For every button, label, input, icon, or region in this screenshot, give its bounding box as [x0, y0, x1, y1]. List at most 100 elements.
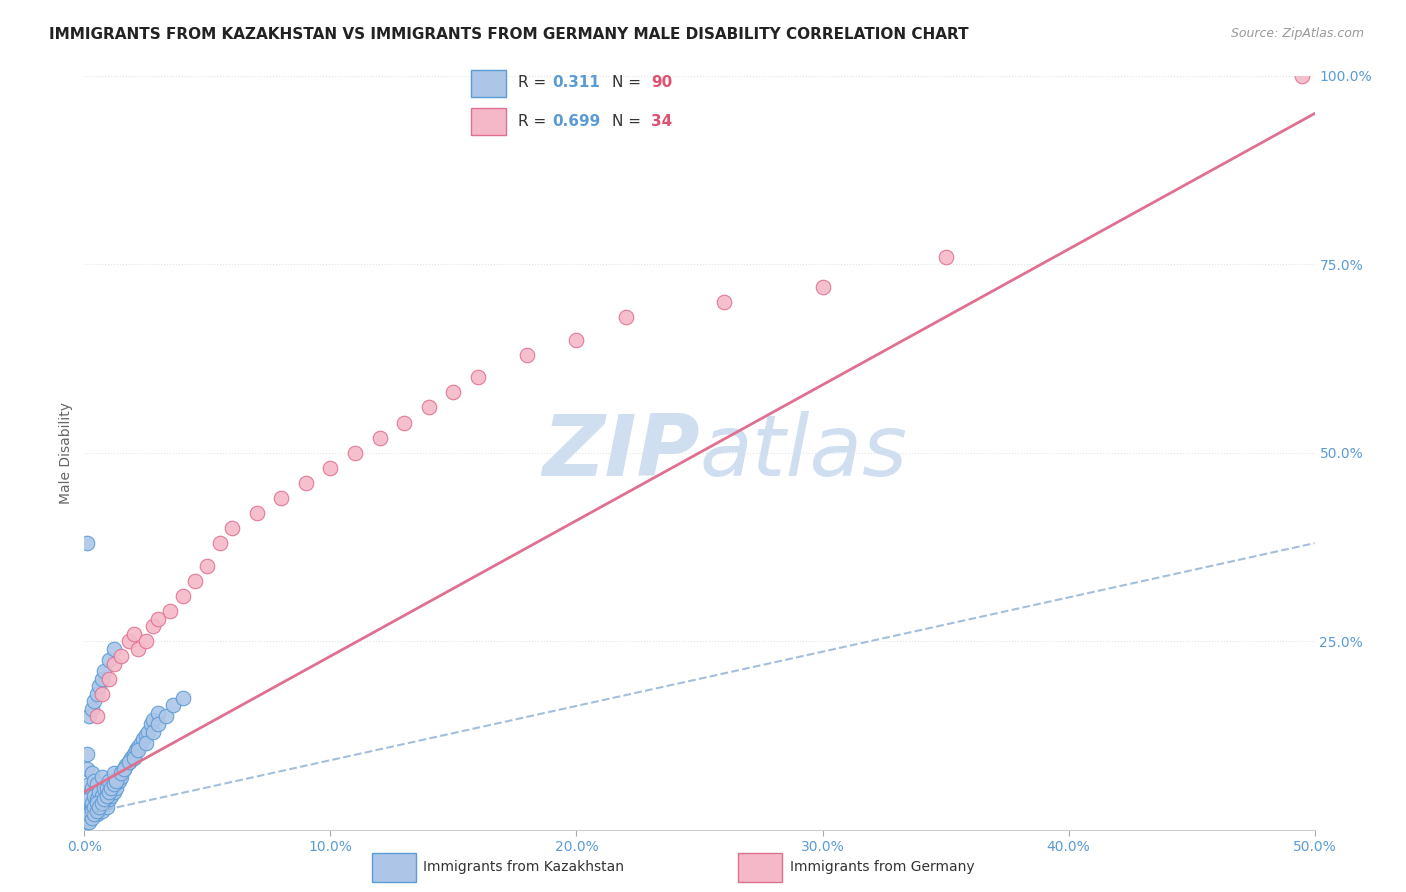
Point — [138, 724, 160, 739]
Point — [103, 657, 125, 671]
Point — [83, 694, 105, 708]
Point — [80, 781, 103, 796]
Point — [83, 800, 105, 814]
Text: IMMIGRANTS FROM KAZAKHSTAN VS IMMIGRANTS FROM GERMANY MALE DISABILITY CORRELATIO: IMMIGRANTS FROM KAZAKHSTAN VS IMMIGRANTS… — [49, 27, 969, 42]
Point — [368, 431, 391, 445]
Text: atlas: atlas — [700, 411, 907, 494]
Point — [86, 796, 108, 810]
FancyBboxPatch shape — [738, 854, 782, 881]
Point — [86, 709, 108, 723]
Point — [86, 792, 108, 806]
Text: 0.311: 0.311 — [553, 76, 600, 90]
Point — [79, 815, 101, 830]
Point — [122, 747, 145, 761]
Point — [93, 781, 115, 796]
Point — [115, 758, 138, 772]
Point — [120, 751, 142, 765]
Point — [103, 641, 125, 656]
Point — [110, 770, 132, 784]
Point — [79, 792, 101, 806]
Point — [90, 804, 112, 818]
Point — [79, 777, 101, 791]
Point — [103, 766, 125, 780]
Point — [129, 736, 152, 750]
Point — [128, 743, 150, 757]
Point — [344, 445, 367, 460]
Point — [197, 558, 219, 573]
Point — [80, 766, 103, 780]
Point — [135, 728, 157, 742]
Point — [87, 800, 111, 814]
Point — [208, 536, 231, 550]
Point — [565, 333, 588, 347]
Point — [76, 785, 98, 799]
Text: Immigrants from Kazakhstan: Immigrants from Kazakhstan — [423, 861, 624, 874]
Point — [83, 807, 105, 822]
Point — [516, 348, 538, 362]
Point — [76, 762, 98, 776]
Point — [93, 665, 115, 679]
Point — [148, 717, 170, 731]
Point — [319, 460, 342, 475]
Point — [98, 785, 120, 799]
Point — [142, 619, 165, 633]
Point — [118, 755, 141, 769]
Point — [935, 250, 957, 264]
Point — [221, 521, 243, 535]
Point — [110, 766, 132, 780]
Point — [76, 800, 98, 814]
Point — [86, 777, 108, 791]
Text: ZIP: ZIP — [541, 411, 700, 494]
Point — [162, 698, 184, 713]
Point — [110, 649, 132, 664]
Point — [295, 475, 318, 490]
Point — [103, 777, 125, 791]
Point — [135, 736, 157, 750]
Point — [246, 506, 269, 520]
Point — [713, 294, 735, 310]
Point — [98, 672, 120, 686]
Point — [132, 732, 155, 747]
Point — [83, 804, 105, 818]
Point — [87, 800, 111, 814]
Text: 34: 34 — [651, 114, 672, 129]
Point — [93, 792, 115, 806]
FancyBboxPatch shape — [471, 108, 506, 135]
Text: R =: R = — [517, 76, 551, 90]
Point — [112, 762, 135, 776]
Point — [184, 574, 207, 588]
FancyBboxPatch shape — [471, 70, 506, 97]
Point — [79, 804, 101, 818]
Point — [394, 416, 416, 430]
Point — [83, 789, 105, 803]
Point — [90, 796, 112, 810]
Point — [90, 687, 112, 701]
Point — [96, 789, 118, 803]
Point — [270, 491, 292, 505]
Point — [148, 706, 170, 720]
Text: Immigrants from Germany: Immigrants from Germany — [790, 861, 974, 874]
Point — [118, 634, 141, 648]
Text: Source: ZipAtlas.com: Source: ZipAtlas.com — [1230, 27, 1364, 40]
Point — [139, 717, 162, 731]
Point — [76, 815, 98, 830]
Point — [159, 604, 181, 618]
Point — [80, 804, 103, 818]
Point — [172, 589, 194, 603]
Text: 0.699: 0.699 — [553, 114, 600, 129]
Point — [79, 709, 101, 723]
Point — [90, 672, 112, 686]
Point — [142, 713, 165, 727]
Point — [122, 626, 145, 640]
Point — [87, 785, 111, 799]
Point — [96, 800, 118, 814]
FancyBboxPatch shape — [373, 854, 416, 881]
Point — [467, 370, 489, 384]
Point — [76, 811, 98, 825]
Point — [100, 789, 122, 803]
Point — [80, 807, 103, 822]
Point — [614, 310, 637, 324]
Point — [80, 811, 103, 825]
Text: N =: N = — [612, 76, 641, 90]
Point — [80, 702, 103, 716]
